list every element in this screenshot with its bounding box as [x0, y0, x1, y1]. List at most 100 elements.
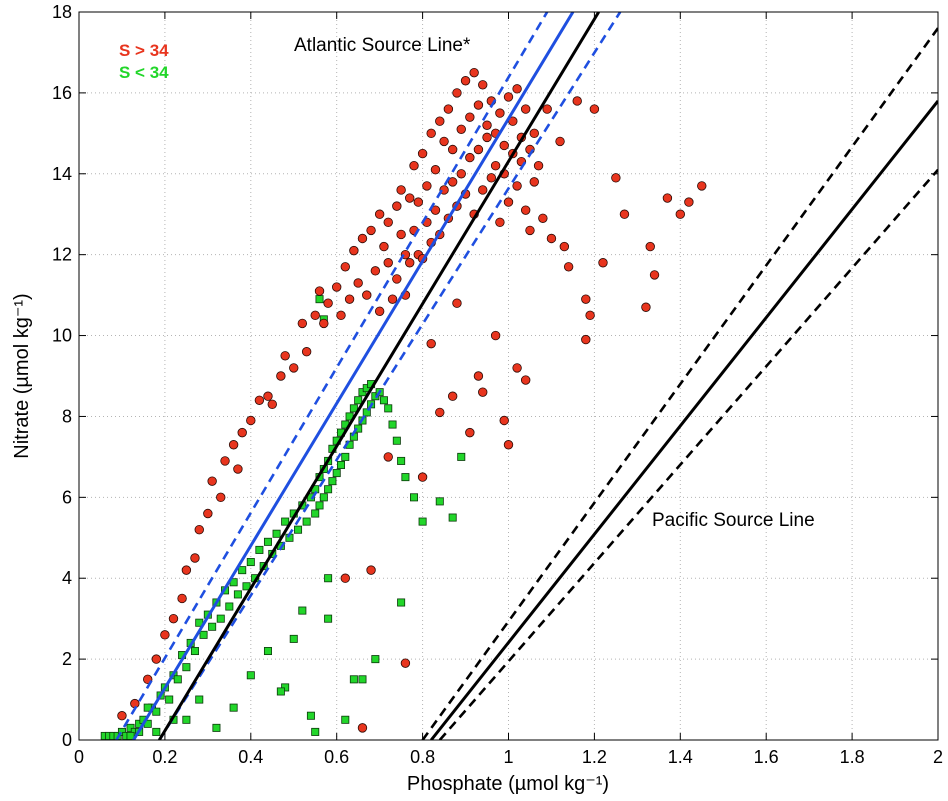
data-point-circle: [525, 225, 535, 236]
data-point-circle: [478, 80, 488, 90]
data-point-circle: [422, 181, 432, 191]
data-point-circle: [370, 266, 381, 276]
data-point-square: [392, 436, 401, 445]
data-point-circle: [357, 723, 368, 733]
data-point-square: [354, 396, 363, 405]
data-point-square: [324, 574, 333, 583]
data-point-circle: [349, 245, 359, 256]
x-tick-label: 0.8: [410, 747, 435, 767]
data-point-circle: [503, 440, 514, 450]
data-point-circle: [486, 173, 497, 183]
data-point-circle: [237, 427, 247, 438]
data-point-circle: [520, 375, 531, 385]
data-point-circle: [357, 233, 368, 244]
data-point-square: [208, 622, 217, 631]
data-point-square: [182, 715, 191, 724]
y-tick-label: 8: [62, 406, 72, 426]
data-point-square: [195, 695, 204, 704]
data-point-circle: [447, 177, 458, 187]
data-point-square: [152, 727, 161, 736]
data-point-circle: [473, 371, 484, 381]
data-point-circle: [675, 209, 686, 219]
data-point-circle: [314, 286, 325, 296]
data-point-square: [276, 687, 285, 696]
data-point-circle: [383, 217, 393, 228]
data-point-circle: [555, 136, 565, 147]
y-tick-label: 2: [62, 649, 72, 669]
y-tick-label: 18: [52, 2, 72, 22]
x-tick-label: 1.8: [840, 747, 865, 767]
data-point-circle: [460, 76, 471, 86]
data-point-circle: [447, 144, 458, 155]
data-point-circle: [387, 294, 398, 304]
data-point-circle: [503, 92, 514, 102]
data-point-circle: [435, 116, 445, 126]
data-point-circle: [228, 440, 239, 450]
data-point-circle: [581, 334, 591, 345]
data-point-circle: [289, 363, 299, 373]
data-point-circle: [529, 177, 539, 187]
data-point-square: [341, 452, 350, 461]
x-tick-label: 2: [933, 747, 943, 767]
data-point-circle: [482, 132, 492, 143]
data-point-square: [117, 727, 126, 736]
data-point-circle: [396, 185, 406, 195]
data-point-square: [281, 517, 290, 526]
data-point-square: [152, 707, 161, 716]
data-point-circle: [435, 407, 445, 418]
data-point-circle: [645, 241, 655, 252]
data-point-circle: [336, 310, 346, 321]
data-point-circle: [520, 205, 531, 215]
source-lines: [115, 12, 938, 740]
data-point-square: [410, 493, 419, 502]
data-point-square: [349, 675, 358, 684]
data-point-circle: [482, 120, 492, 130]
data-point-square: [397, 598, 406, 607]
data-point-circle: [246, 415, 256, 426]
data-point-circle: [207, 476, 217, 486]
data-point-square: [173, 675, 182, 684]
data-point-square: [182, 663, 191, 672]
data-point-circle: [374, 306, 385, 316]
data-point-circle: [405, 258, 415, 268]
data-point-square: [358, 388, 367, 397]
data-point-circle: [611, 173, 621, 183]
data-point-circle: [323, 298, 333, 308]
y-tick-label: 16: [52, 83, 72, 103]
data-point-circle: [400, 658, 411, 668]
data-point-circle: [203, 508, 213, 519]
data-point-circle: [267, 399, 277, 410]
data-point-circle: [181, 565, 192, 575]
data-point-circle: [456, 124, 466, 134]
data-point-circle: [473, 100, 484, 110]
data-point-circle: [168, 613, 179, 624]
data-point-circle: [512, 181, 522, 191]
data-point-circle: [297, 318, 308, 329]
ticks: 0 0.2 0.4 0.6 0.8 1 1.2 1.4 1.6 1.8 2 0 2 4 6 8 10 12 14 16…: [52, 2, 943, 767]
grid: [79, 12, 938, 740]
data-point-square: [358, 675, 367, 684]
data-point-square: [216, 614, 225, 623]
data-point-circle: [490, 160, 501, 171]
data-point-circle: [533, 160, 544, 171]
y-tick-label: 0: [62, 730, 72, 750]
data-point-circle: [280, 351, 290, 361]
data-point-square: [246, 558, 255, 567]
data-point-circle: [598, 258, 608, 268]
y-tick-label: 6: [62, 487, 72, 507]
data-point-circle: [366, 565, 376, 575]
data-point-circle: [374, 209, 385, 219]
data-point-square: [418, 517, 427, 526]
data-point-square: [263, 537, 272, 546]
data-point-square: [229, 703, 238, 712]
data-point-circle: [417, 472, 428, 482]
y-tick-label: 4: [62, 568, 72, 588]
data-point-circle: [572, 96, 582, 106]
x-tick-label: 1.2: [582, 747, 607, 767]
data-point-square: [306, 711, 315, 720]
data-point-circle: [649, 270, 660, 280]
data-point-circle: [641, 302, 651, 312]
data-point-circle: [233, 464, 243, 474]
data-point-circle: [447, 391, 458, 401]
series-layer: [100, 67, 707, 740]
